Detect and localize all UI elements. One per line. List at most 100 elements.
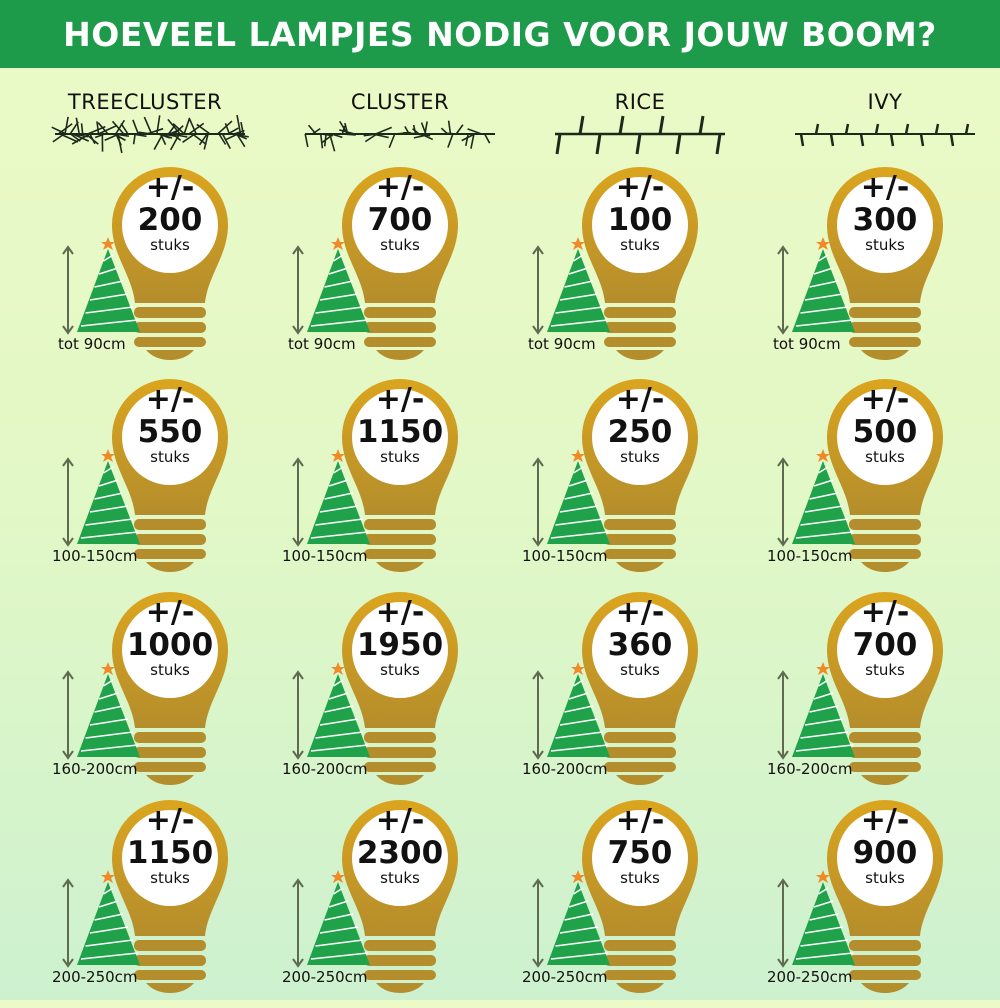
bulb-card: +/- 100 stuks tot 90cm [520, 165, 760, 375]
unit-label: stuks [120, 663, 220, 678]
star-icon [331, 662, 345, 675]
height-arrow-icon [533, 880, 543, 966]
star-icon [571, 449, 585, 462]
unit-label: stuks [590, 663, 690, 678]
approx-label: +/- [350, 173, 450, 203]
height-arrow-icon [778, 459, 788, 545]
approx-label: +/- [120, 598, 220, 628]
height-arrow-icon [778, 880, 788, 966]
unit-label: stuks [120, 238, 220, 253]
light-count: 200 [120, 205, 220, 236]
bulb-card: +/- 500 stuks 100-150cm [765, 377, 1000, 587]
treecluster-strand-icon [50, 112, 250, 162]
star-icon [816, 870, 830, 883]
approx-label: +/- [120, 385, 220, 415]
bulb-card: +/- 550 stuks 100-150cm [50, 377, 290, 587]
column-heading: TREECLUSTER [25, 90, 265, 114]
light-count: 2300 [350, 838, 450, 869]
approx-label: +/- [120, 806, 220, 836]
light-count: 750 [590, 838, 690, 869]
page-title: HOEVEEL LAMPJES NODIG VOOR JOUW BOOM? [0, 0, 1000, 68]
tree-height-label: 200-250cm [522, 968, 608, 986]
unit-label: stuks [835, 450, 935, 465]
approx-label: +/- [350, 385, 450, 415]
unit-label: stuks [590, 871, 690, 886]
unit-label: stuks [120, 450, 220, 465]
tree-height-label: 160-200cm [767, 760, 853, 778]
bulb-card: +/- 360 stuks 160-200cm [520, 590, 760, 800]
light-count: 550 [120, 417, 220, 448]
bulb-card: +/- 200 stuks tot 90cm [50, 165, 290, 375]
bulb-card: +/- 2300 stuks 200-250cm [280, 798, 520, 1008]
tree-height-label: tot 90cm [58, 335, 126, 353]
unit-label: stuks [590, 450, 690, 465]
height-arrow-icon [293, 247, 303, 333]
unit-label: stuks [350, 450, 450, 465]
bulb-card: +/- 250 stuks 100-150cm [520, 377, 760, 587]
height-arrow-icon [778, 247, 788, 333]
light-count: 700 [350, 205, 450, 236]
tree-height-label: tot 90cm [288, 335, 356, 353]
unit-label: stuks [835, 663, 935, 678]
bulb-card: +/- 1150 stuks 200-250cm [50, 798, 290, 1008]
unit-label: stuks [835, 871, 935, 886]
column-heading: RICE [520, 90, 760, 114]
light-count: 360 [590, 630, 690, 661]
light-count: 1150 [350, 417, 450, 448]
unit-label: stuks [350, 238, 450, 253]
star-icon [571, 662, 585, 675]
height-arrow-icon [293, 459, 303, 545]
light-count: 900 [835, 838, 935, 869]
tree-height-label: 200-250cm [52, 968, 138, 986]
tree-height-label: 160-200cm [52, 760, 138, 778]
approx-label: +/- [120, 173, 220, 203]
tree-height-label: 100-150cm [52, 547, 138, 565]
light-count: 1150 [120, 838, 220, 869]
height-arrow-icon [63, 880, 73, 966]
column-heading: IVY [765, 90, 1000, 114]
unit-label: stuks [350, 871, 450, 886]
approx-label: +/- [350, 598, 450, 628]
light-count: 250 [590, 417, 690, 448]
bulb-card: +/- 1150 stuks 100-150cm [280, 377, 520, 587]
light-count: 700 [835, 630, 935, 661]
height-arrow-icon [293, 880, 303, 966]
tree-height-label: 160-200cm [522, 760, 608, 778]
bulb-card: +/- 1950 stuks 160-200cm [280, 590, 520, 800]
light-count: 1000 [120, 630, 220, 661]
approx-label: +/- [350, 806, 450, 836]
star-icon [101, 870, 115, 883]
approx-label: +/- [835, 385, 935, 415]
rice-strand-icon [540, 112, 740, 162]
bulb-card: +/- 1000 stuks 160-200cm [50, 590, 290, 800]
unit-label: stuks [590, 238, 690, 253]
unit-label: stuks [835, 238, 935, 253]
star-icon [816, 449, 830, 462]
star-icon [571, 237, 585, 250]
tree-height-label: 100-150cm [282, 547, 368, 565]
approx-label: +/- [835, 598, 935, 628]
bulb-card: +/- 750 stuks 200-250cm [520, 798, 760, 1008]
height-arrow-icon [63, 459, 73, 545]
height-arrow-icon [533, 459, 543, 545]
approx-label: +/- [835, 173, 935, 203]
column-heading: CLUSTER [280, 90, 520, 114]
bulb-card: +/- 700 stuks 160-200cm [765, 590, 1000, 800]
star-icon [571, 870, 585, 883]
light-count: 500 [835, 417, 935, 448]
approx-label: +/- [590, 598, 690, 628]
star-icon [101, 662, 115, 675]
bulb-card: +/- 900 stuks 200-250cm [765, 798, 1000, 1008]
bulb-card: +/- 700 stuks tot 90cm [280, 165, 520, 375]
star-icon [816, 237, 830, 250]
star-icon [101, 449, 115, 462]
approx-label: +/- [835, 806, 935, 836]
ivy-strand-icon [785, 112, 985, 162]
approx-label: +/- [590, 385, 690, 415]
light-count: 100 [590, 205, 690, 236]
tree-height-label: tot 90cm [528, 335, 596, 353]
tree-height-label: 100-150cm [767, 547, 853, 565]
height-arrow-icon [533, 672, 543, 758]
light-count: 1950 [350, 630, 450, 661]
approx-label: +/- [590, 173, 690, 203]
